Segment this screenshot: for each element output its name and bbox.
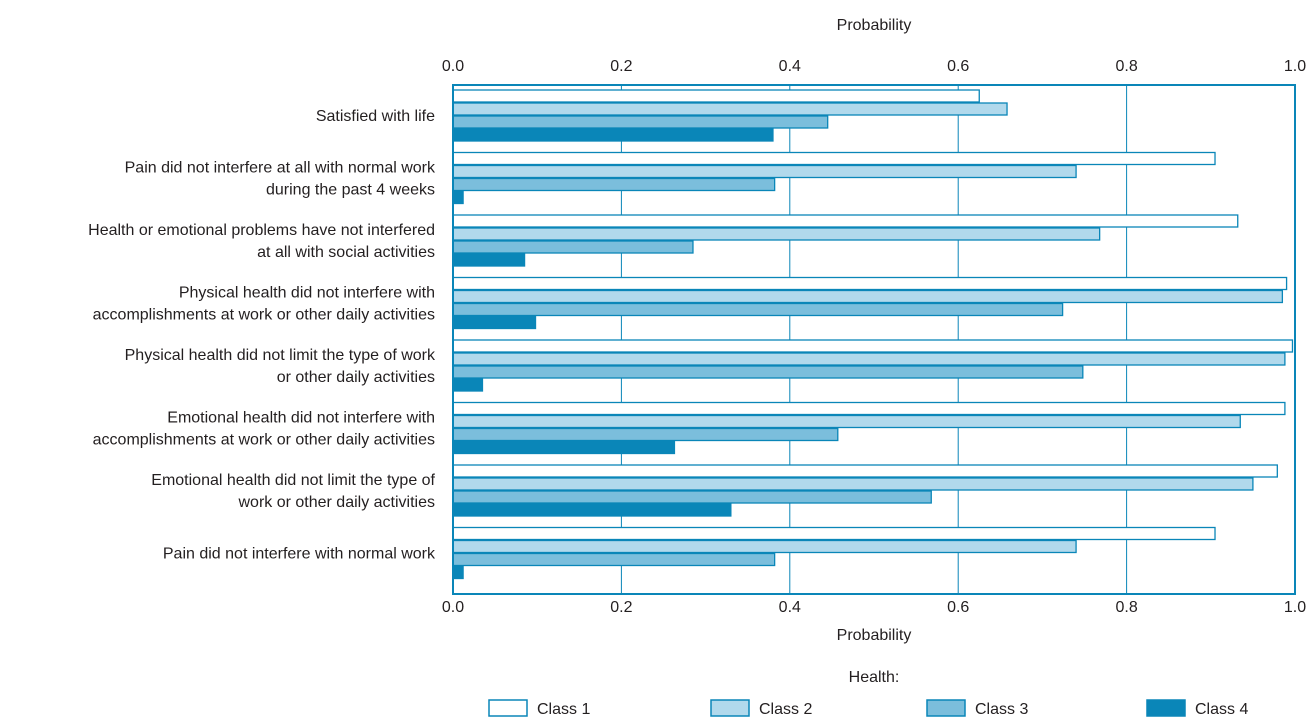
legend-swatch bbox=[488, 699, 528, 717]
bar-class-1 bbox=[452, 526, 1216, 541]
legend-label: Class 2 bbox=[759, 701, 812, 718]
category-labels: Satisfied with life Pain did not interfer… bbox=[88, 108, 436, 563]
category-label: accomplishments at work or other daily a… bbox=[93, 307, 435, 324]
bar-class-3 bbox=[452, 240, 694, 254]
x-tick-label-bottom: 0.6 bbox=[947, 599, 969, 616]
tick-labels: 0.0 0.0 0.2 0.2 0.4 0.4 0.6 0.6 0.8 0.8 1.0 1.0 bbox=[442, 58, 1306, 616]
bar-class-2 bbox=[452, 289, 1284, 304]
x-tick-label-bottom: 0.0 bbox=[442, 599, 464, 616]
bar-class-2 bbox=[452, 227, 1101, 241]
x-axis-title-bottom: Probability bbox=[837, 627, 912, 644]
bar-class-4 bbox=[452, 503, 732, 517]
bar-class-2 bbox=[452, 352, 1286, 366]
bar-class-2 bbox=[452, 477, 1254, 491]
bar-class-3 bbox=[452, 427, 839, 442]
bar-class-1 bbox=[452, 464, 1278, 478]
x-tick-label-top: 0.8 bbox=[1115, 58, 1137, 75]
x-tick-label-bottom: 0.4 bbox=[779, 599, 801, 616]
bar-class-1 bbox=[452, 339, 1294, 353]
bar-class-1 bbox=[452, 214, 1239, 228]
legend: Class 1 Class 2 Class 3 Class 4 bbox=[488, 699, 1248, 718]
category-label: Emotional health did not limit the type … bbox=[151, 472, 435, 489]
bar-class-4 bbox=[452, 190, 464, 205]
legend-title: Health: bbox=[849, 669, 900, 686]
bar-class-1 bbox=[452, 151, 1216, 166]
bar-class-1 bbox=[452, 401, 1286, 416]
bar-class-2 bbox=[452, 102, 1008, 116]
category-label: accomplishments at work or other daily a… bbox=[93, 432, 435, 449]
bar-class-3 bbox=[452, 552, 776, 567]
legend-label: Class 3 bbox=[975, 701, 1028, 718]
x-tick-label-bottom: 0.8 bbox=[1115, 599, 1137, 616]
x-tick-label-top: 0.2 bbox=[610, 58, 632, 75]
x-tick-label-top: 0.4 bbox=[779, 58, 801, 75]
x-tick-label-bottom: 1.0 bbox=[1284, 599, 1306, 616]
bar-class-3 bbox=[452, 177, 776, 192]
bar-class-4 bbox=[452, 440, 676, 455]
category-label: work or other daily activities bbox=[237, 494, 435, 511]
category-label: Satisfied with life bbox=[316, 108, 435, 125]
bar-class-3 bbox=[452, 490, 932, 504]
legend-swatch bbox=[710, 699, 750, 717]
category-label: Physical health did not limit the type o… bbox=[125, 347, 436, 364]
bar-class-4 bbox=[452, 253, 526, 267]
legend-swatch bbox=[1146, 699, 1186, 717]
category-label: at all with social activities bbox=[257, 244, 435, 261]
bars bbox=[452, 89, 1294, 580]
bar-class-1 bbox=[452, 89, 980, 103]
legend-label: Class 1 bbox=[537, 701, 590, 718]
x-tick-label-top: 0.0 bbox=[442, 58, 464, 75]
bar-class-4 bbox=[452, 565, 464, 580]
plot-frame bbox=[452, 84, 1296, 595]
category-label: during the past 4 weeks bbox=[266, 182, 435, 199]
category-label: Pain did not interfere at all with norma… bbox=[125, 160, 436, 177]
bar-class-2 bbox=[452, 414, 1241, 429]
bar-class-4 bbox=[452, 378, 484, 392]
legend-label: Class 4 bbox=[1195, 701, 1248, 718]
x-tick-label-bottom: 0.2 bbox=[610, 599, 632, 616]
x-axis-title-top: Probability bbox=[837, 17, 912, 34]
bar-class-2 bbox=[452, 164, 1077, 179]
x-tick-label-top: 1.0 bbox=[1284, 58, 1306, 75]
bar-class-4 bbox=[452, 128, 774, 142]
x-tick-label-top: 0.6 bbox=[947, 58, 969, 75]
bar-class-3 bbox=[452, 115, 829, 129]
bar-class-1 bbox=[452, 276, 1288, 291]
bar-class-2 bbox=[452, 539, 1077, 554]
category-label: Emotional health did not interfere with bbox=[167, 410, 435, 427]
category-label: or other daily activities bbox=[277, 369, 435, 386]
category-label: Pain did not interfere with normal work bbox=[163, 546, 436, 563]
category-label: Health or emotional problems have not in… bbox=[88, 222, 435, 239]
category-label: Physical health did not interfere with bbox=[179, 285, 435, 302]
bar-class-4 bbox=[452, 315, 537, 330]
bar-class-3 bbox=[452, 365, 1084, 379]
legend-swatch bbox=[926, 699, 966, 717]
bar-class-3 bbox=[452, 302, 1064, 317]
